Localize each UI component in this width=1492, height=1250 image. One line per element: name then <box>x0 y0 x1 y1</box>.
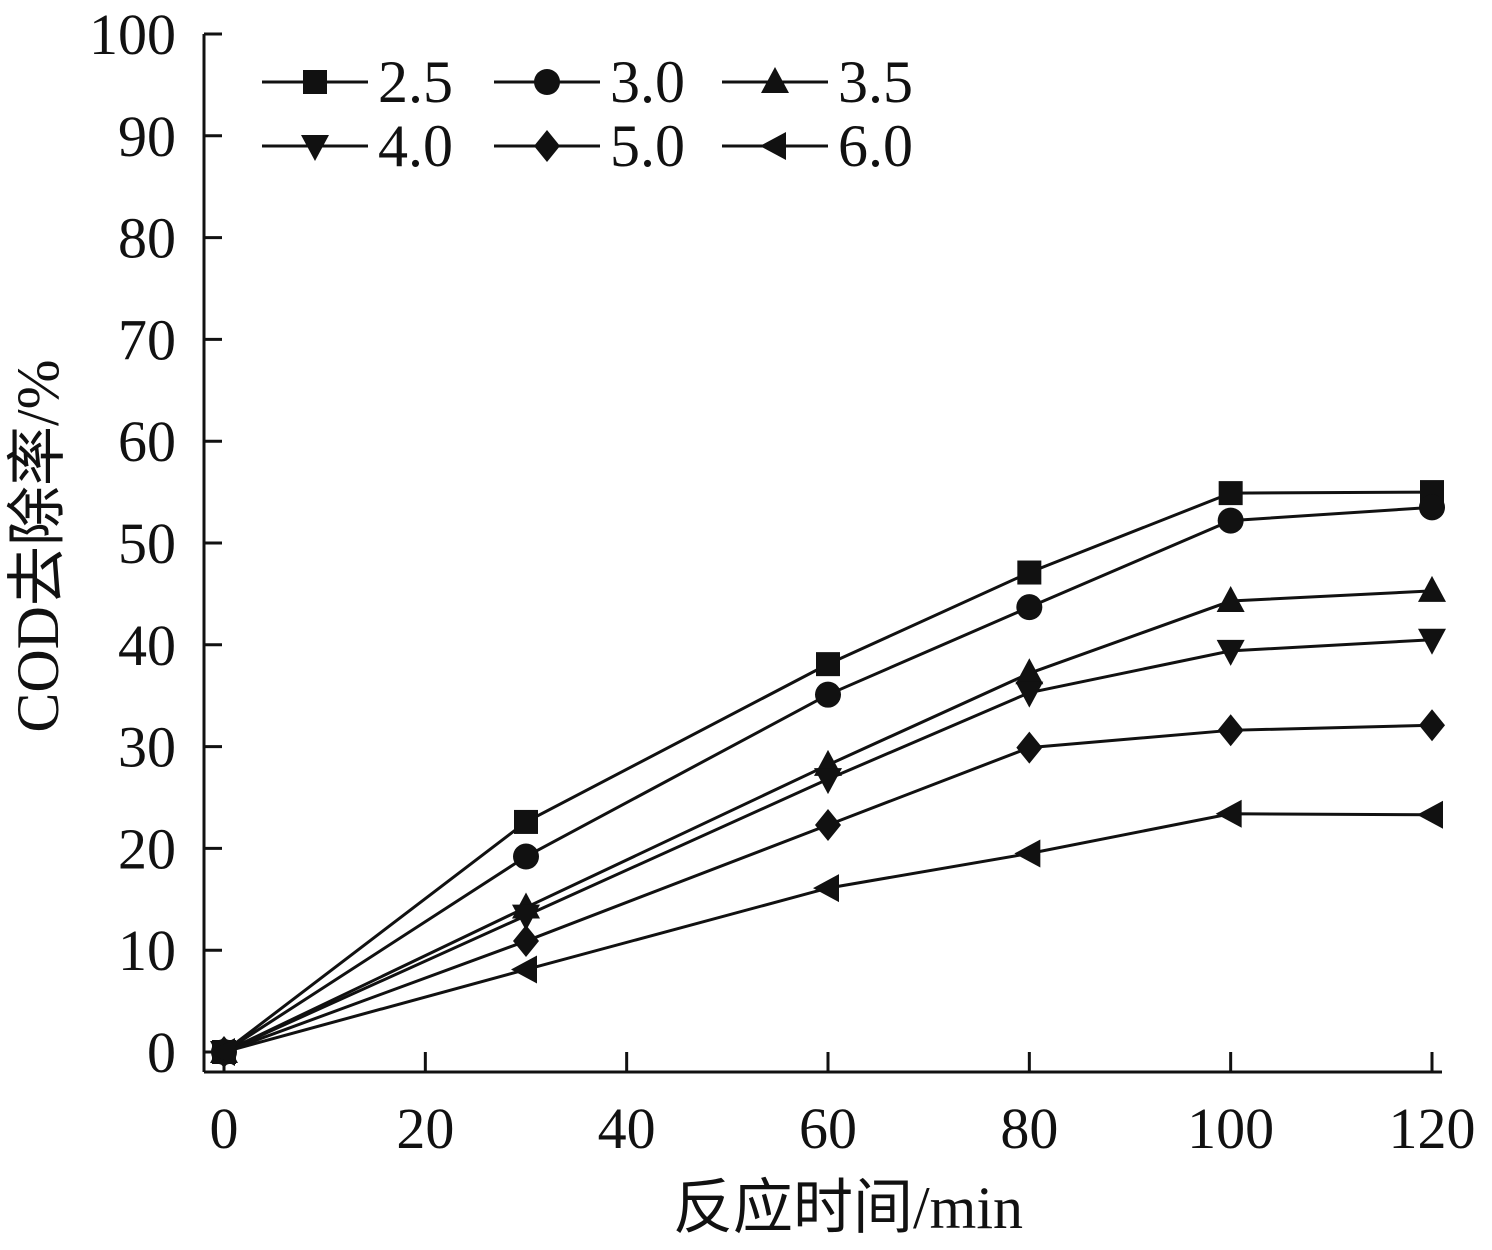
legend-marker <box>534 130 560 162</box>
data-point-3.5 <box>1216 586 1245 613</box>
data-point-5.0 <box>1217 714 1244 747</box>
y-axis-label: COD去除率/% <box>5 359 71 732</box>
series-markers <box>209 480 1446 1068</box>
legend-label: 3.5 <box>838 49 913 115</box>
data-point-3.0 <box>815 681 841 708</box>
x-tick-label: 100 <box>1187 1096 1274 1161</box>
data-point-6.0 <box>1215 799 1242 828</box>
series-line-2.5 <box>223 490 1433 1054</box>
data-point-3.5 <box>1015 658 1044 685</box>
series-line-4.0 <box>223 638 1433 1054</box>
legend: 2.5 3.0 3.5 4.0 5.0 6.0 <box>262 49 913 179</box>
legend-label: 3.0 <box>610 49 685 115</box>
data-point-2.5 <box>1218 481 1243 506</box>
data-point-3.0 <box>1217 507 1244 534</box>
data-point-5.0 <box>1016 731 1043 764</box>
y-tick-label: 0 <box>147 1020 176 1085</box>
y-tick-label: 100 <box>89 2 176 67</box>
legend-label: 4.0 <box>378 113 453 179</box>
data-point-6.0 <box>209 1038 235 1066</box>
data-point-3.5 <box>1418 575 1446 602</box>
legend-label: 6.0 <box>838 113 913 179</box>
data-point-2.5 <box>816 652 840 677</box>
data-point-6.0 <box>1014 839 1041 868</box>
data-point-4.0 <box>1418 628 1446 655</box>
legend-marker <box>301 135 329 161</box>
legend-marker <box>760 132 786 160</box>
series-line-3.0 <box>223 505 1433 1054</box>
data-point-4.0 <box>814 768 842 795</box>
x-axis-label: 反应时间/min <box>673 1175 1023 1241</box>
legend-label: 5.0 <box>610 113 685 179</box>
x-tick-label: 120 <box>1389 1096 1476 1161</box>
y-tick-label: 80 <box>118 206 176 271</box>
data-point-2.5 <box>514 809 538 834</box>
axes: 0 10 20 30 40 50 60 70 80 90 100 0 20 40 60 80 100 120 <box>89 2 1476 1161</box>
data-point-5.0 <box>815 808 841 841</box>
data-point-2.5 <box>1017 560 1042 585</box>
y-tick-label: 90 <box>118 104 176 169</box>
data-point-6.0 <box>813 874 839 903</box>
data-point-4.0 <box>512 904 540 931</box>
y-tick-label: 60 <box>118 409 176 474</box>
series-line-6.0 <box>223 812 1433 1054</box>
legend-marker <box>303 70 327 94</box>
legend-label: 2.5 <box>378 49 453 115</box>
x-tick-label: 0 <box>210 1096 239 1161</box>
data-point-4.0 <box>1216 639 1245 666</box>
legend-marker <box>534 69 560 95</box>
legend-marker <box>761 67 789 93</box>
y-tick-label: 30 <box>118 715 176 780</box>
y-tick-label: 10 <box>118 918 176 983</box>
x-tick-label: 20 <box>396 1096 454 1161</box>
data-point-5.0 <box>513 925 539 958</box>
data-point-3.0 <box>1419 494 1445 521</box>
data-point-6.0 <box>1417 800 1443 829</box>
y-tick-label: 50 <box>118 511 176 576</box>
y-tick-label: 40 <box>118 613 176 678</box>
data-point-6.0 <box>511 955 537 984</box>
series-lines <box>223 490 1433 1054</box>
data-point-4.0 <box>1015 681 1044 708</box>
series-line-3.5 <box>223 589 1433 1054</box>
y-tick-label: 20 <box>118 816 176 881</box>
data-point-3.0 <box>513 843 539 870</box>
data-point-5.0 <box>1419 709 1445 742</box>
x-tick-label: 40 <box>598 1096 656 1161</box>
x-tick-label: 80 <box>1000 1096 1058 1161</box>
data-point-3.0 <box>1016 594 1043 621</box>
x-tick-label: 60 <box>799 1096 857 1161</box>
series-line-5.0 <box>223 723 1433 1054</box>
y-tick-label: 70 <box>118 307 176 372</box>
